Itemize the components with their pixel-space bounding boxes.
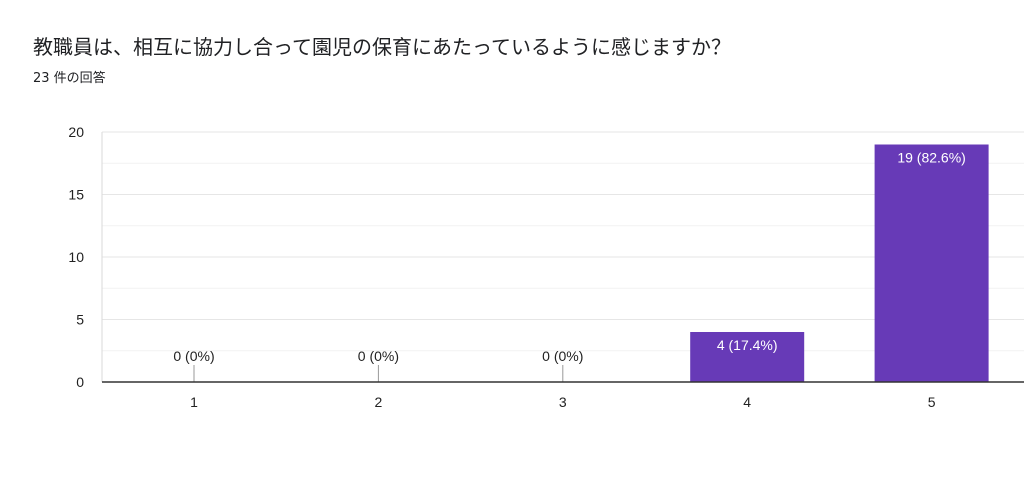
response-count: 23 件の回答	[33, 71, 106, 86]
bar	[874, 144, 989, 382]
y-tick-label: 15	[68, 187, 84, 203]
data-label: 0 (0%)	[542, 348, 583, 364]
data-label: 19 (82.6%)	[897, 150, 965, 166]
y-tick-label: 0	[76, 374, 84, 390]
x-tick-label: 3	[559, 394, 567, 410]
data-label: 4 (17.4%)	[717, 337, 778, 353]
x-tick-label: 1	[190, 394, 198, 410]
x-tick-label: 2	[375, 394, 383, 410]
x-tick-label: 5	[928, 394, 936, 410]
y-tick-label: 5	[76, 312, 84, 328]
data-label: 0 (0%)	[173, 348, 214, 364]
x-tick-label: 4	[743, 394, 751, 410]
bar	[690, 332, 805, 382]
y-tick-label: 20	[68, 124, 84, 140]
chart-title: 教職員は、相互に協力し合って園児の保育にあたっているように感じますか？	[33, 35, 731, 59]
y-tick-label: 10	[68, 249, 84, 265]
data-label: 0 (0%)	[358, 348, 399, 364]
